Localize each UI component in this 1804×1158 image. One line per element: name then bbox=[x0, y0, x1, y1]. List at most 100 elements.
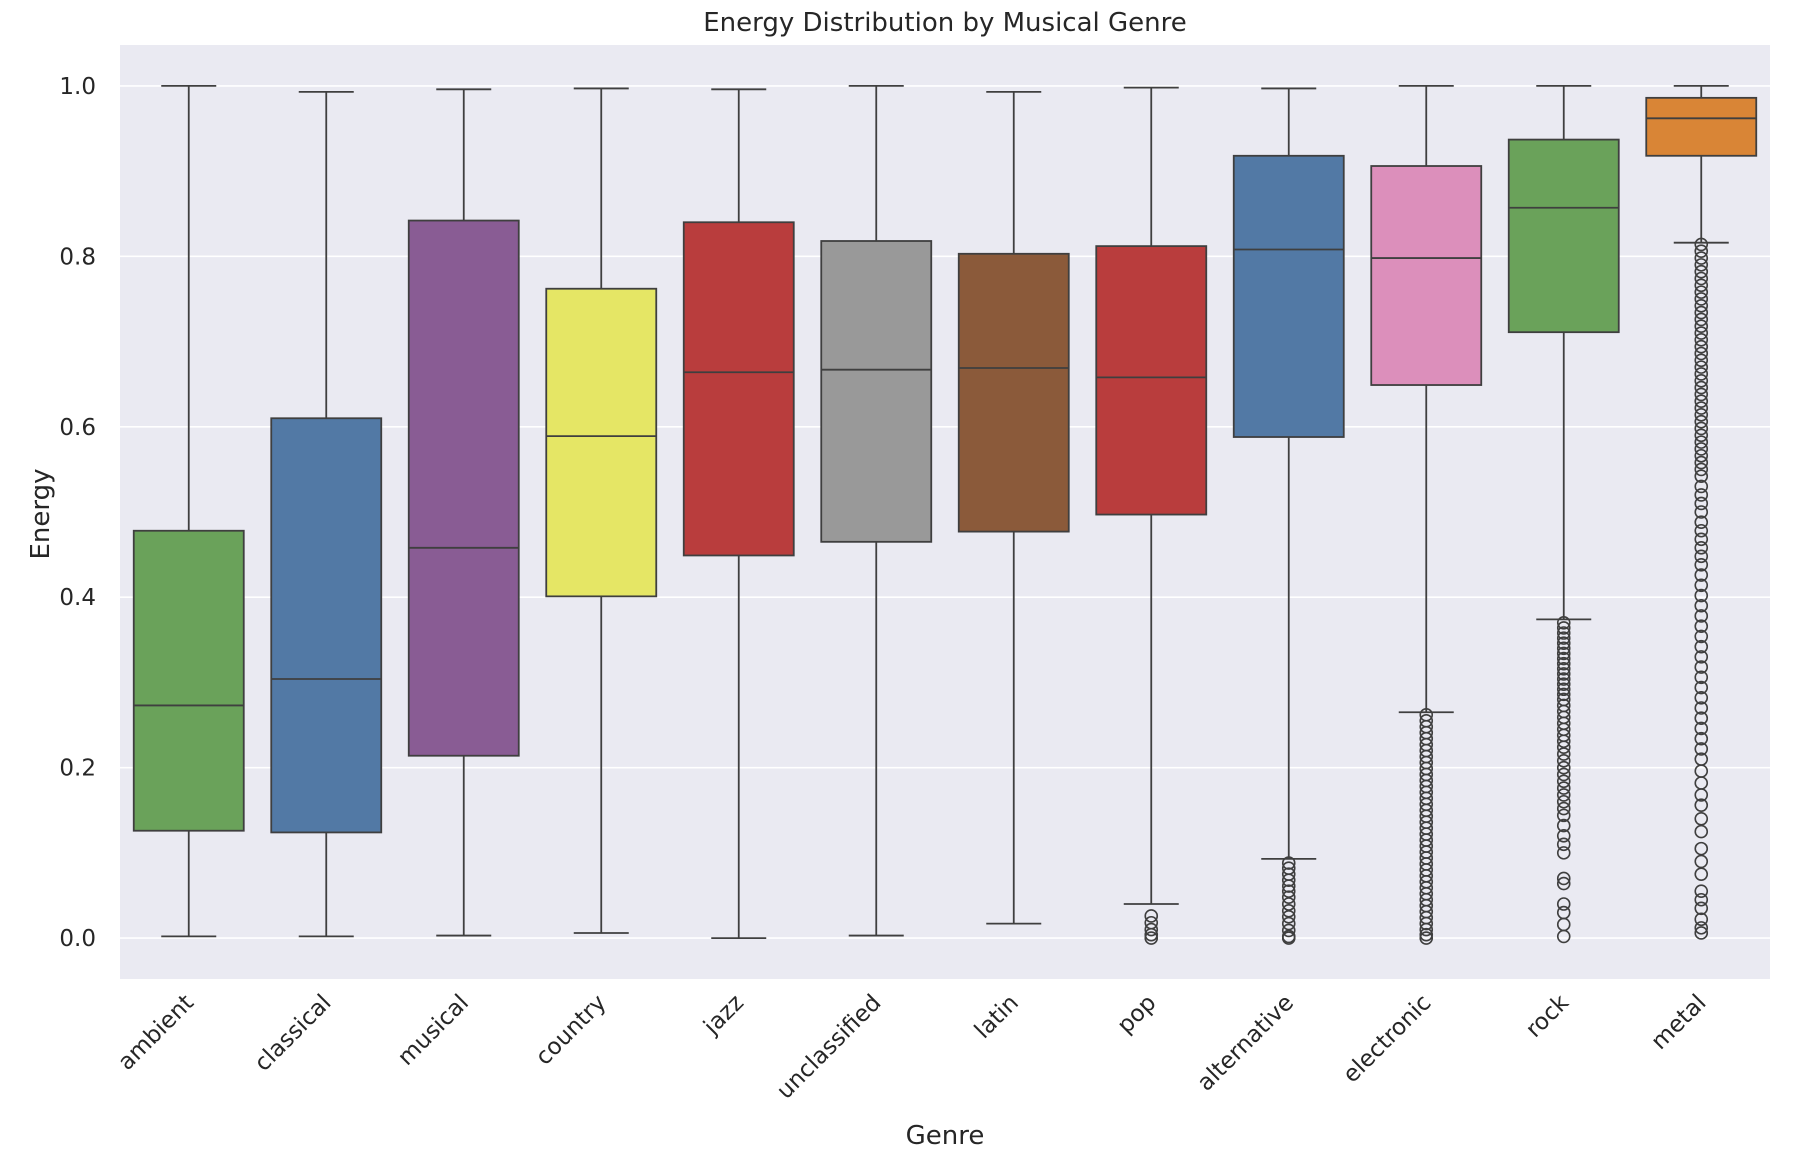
x-tick-label: musical bbox=[393, 990, 474, 1071]
box-group-latin bbox=[957, 90, 1070, 925]
y-tick-label: 1.0 bbox=[59, 74, 96, 100]
outlier-point bbox=[1556, 667, 1571, 681]
outlier-point bbox=[1556, 646, 1571, 661]
box-group-jazz bbox=[682, 88, 795, 939]
outlier-point bbox=[1694, 251, 1709, 265]
outlier-point bbox=[1694, 921, 1709, 935]
outlier-point bbox=[1556, 929, 1571, 944]
outlier-point bbox=[1556, 837, 1571, 852]
outlier-point bbox=[1694, 435, 1709, 449]
outlier-point bbox=[1694, 305, 1709, 320]
outlier-point bbox=[1556, 829, 1571, 843]
outlier-point bbox=[1694, 670, 1709, 685]
boxes-layer bbox=[132, 85, 1758, 945]
outlier-point bbox=[1694, 271, 1709, 286]
box bbox=[820, 240, 933, 543]
y-tick-labels: 0.0 0.2 0.4 0.6 0.8 1.0 bbox=[59, 74, 96, 952]
outlier-point bbox=[1556, 682, 1571, 697]
outlier-point bbox=[1694, 650, 1709, 664]
outlier-point bbox=[1694, 326, 1709, 340]
y-tick-label: 0.0 bbox=[59, 926, 96, 952]
outlier-point bbox=[1694, 333, 1709, 347]
outlier-point bbox=[1694, 660, 1709, 674]
outlier-point bbox=[1694, 285, 1709, 299]
x-tick-label: electronic bbox=[1338, 990, 1436, 1088]
outlier-point bbox=[1694, 387, 1709, 402]
outlier-point bbox=[1556, 767, 1571, 782]
outlier-point bbox=[1694, 523, 1709, 538]
outlier-point bbox=[1694, 690, 1709, 705]
outlier-point bbox=[1694, 558, 1709, 572]
box bbox=[1645, 96, 1758, 157]
outlier-point bbox=[1694, 258, 1709, 272]
x-tick-label: classical bbox=[250, 990, 337, 1077]
outlier-point bbox=[1419, 916, 1434, 931]
x-tick-label: rock bbox=[1521, 989, 1575, 1043]
box-group-country bbox=[545, 87, 658, 934]
outlier-point bbox=[1556, 651, 1571, 666]
outlier-point bbox=[1694, 711, 1709, 726]
outlier-point bbox=[1556, 662, 1571, 676]
outlier-point bbox=[1281, 873, 1296, 887]
outlier-point bbox=[1694, 394, 1709, 409]
outlier-point bbox=[1694, 731, 1709, 746]
box-group-ambient bbox=[132, 85, 245, 938]
box bbox=[407, 219, 520, 757]
gridlines bbox=[120, 85, 1770, 939]
x-tick-label: metal bbox=[1646, 990, 1711, 1055]
outlier-point bbox=[1694, 455, 1709, 470]
y-tick-label: 0.4 bbox=[59, 585, 96, 611]
outlier-point bbox=[1556, 788, 1571, 802]
outlier-point bbox=[1694, 619, 1709, 633]
box bbox=[270, 417, 383, 834]
outlier-point bbox=[1281, 923, 1296, 938]
outlier-point bbox=[1694, 588, 1709, 603]
outlier-point bbox=[1694, 244, 1709, 259]
outlier-point bbox=[1556, 641, 1571, 656]
box-group-alternative bbox=[1232, 87, 1345, 945]
outlier-point bbox=[1556, 656, 1571, 671]
box-group-classical bbox=[270, 90, 383, 938]
y-tick-label: 0.6 bbox=[59, 415, 96, 441]
outlier-point bbox=[1694, 568, 1709, 582]
outlier-point bbox=[1694, 353, 1709, 368]
box bbox=[132, 529, 245, 832]
outlier-point bbox=[1694, 824, 1709, 839]
outlier-point bbox=[1694, 373, 1709, 388]
outlier-point bbox=[1419, 927, 1434, 942]
outlier-point bbox=[1556, 801, 1571, 816]
outlier-point bbox=[1694, 346, 1709, 361]
outlier-point bbox=[1694, 264, 1709, 279]
outlier-point bbox=[1694, 721, 1709, 736]
outlier-point bbox=[1556, 636, 1571, 651]
outlier-point bbox=[1694, 532, 1709, 547]
outlier-point bbox=[1694, 401, 1709, 415]
outlier-point bbox=[1556, 781, 1571, 795]
outlier-point bbox=[1694, 515, 1709, 530]
outlier-point bbox=[1556, 740, 1571, 755]
outlier-point bbox=[1556, 871, 1571, 886]
box bbox=[957, 252, 1070, 533]
box-group-unclassified bbox=[820, 85, 933, 937]
outlier-point bbox=[1144, 909, 1159, 923]
outlier-point bbox=[1694, 292, 1709, 306]
box-group-electronic bbox=[1370, 85, 1483, 945]
outlier-point bbox=[1694, 505, 1709, 519]
outlier-point bbox=[1694, 901, 1709, 916]
x-tick-label: latin bbox=[970, 990, 1024, 1044]
outlier-point bbox=[1694, 798, 1709, 812]
outlier-point bbox=[1694, 462, 1709, 477]
outlier-point bbox=[1694, 298, 1709, 313]
outlier-point bbox=[1694, 598, 1709, 613]
outlier-point bbox=[1694, 367, 1709, 381]
outlier-point bbox=[1694, 496, 1709, 511]
x-tick-label: jazz bbox=[698, 990, 749, 1041]
outlier-point bbox=[1694, 912, 1709, 927]
box bbox=[1232, 154, 1345, 438]
outlier-point bbox=[1694, 926, 1709, 940]
outlier-point bbox=[1694, 540, 1709, 555]
outlier-point bbox=[1556, 615, 1571, 630]
outlier-point bbox=[1281, 856, 1296, 870]
outlier-point bbox=[1281, 909, 1296, 924]
outlier-point bbox=[1694, 414, 1709, 429]
